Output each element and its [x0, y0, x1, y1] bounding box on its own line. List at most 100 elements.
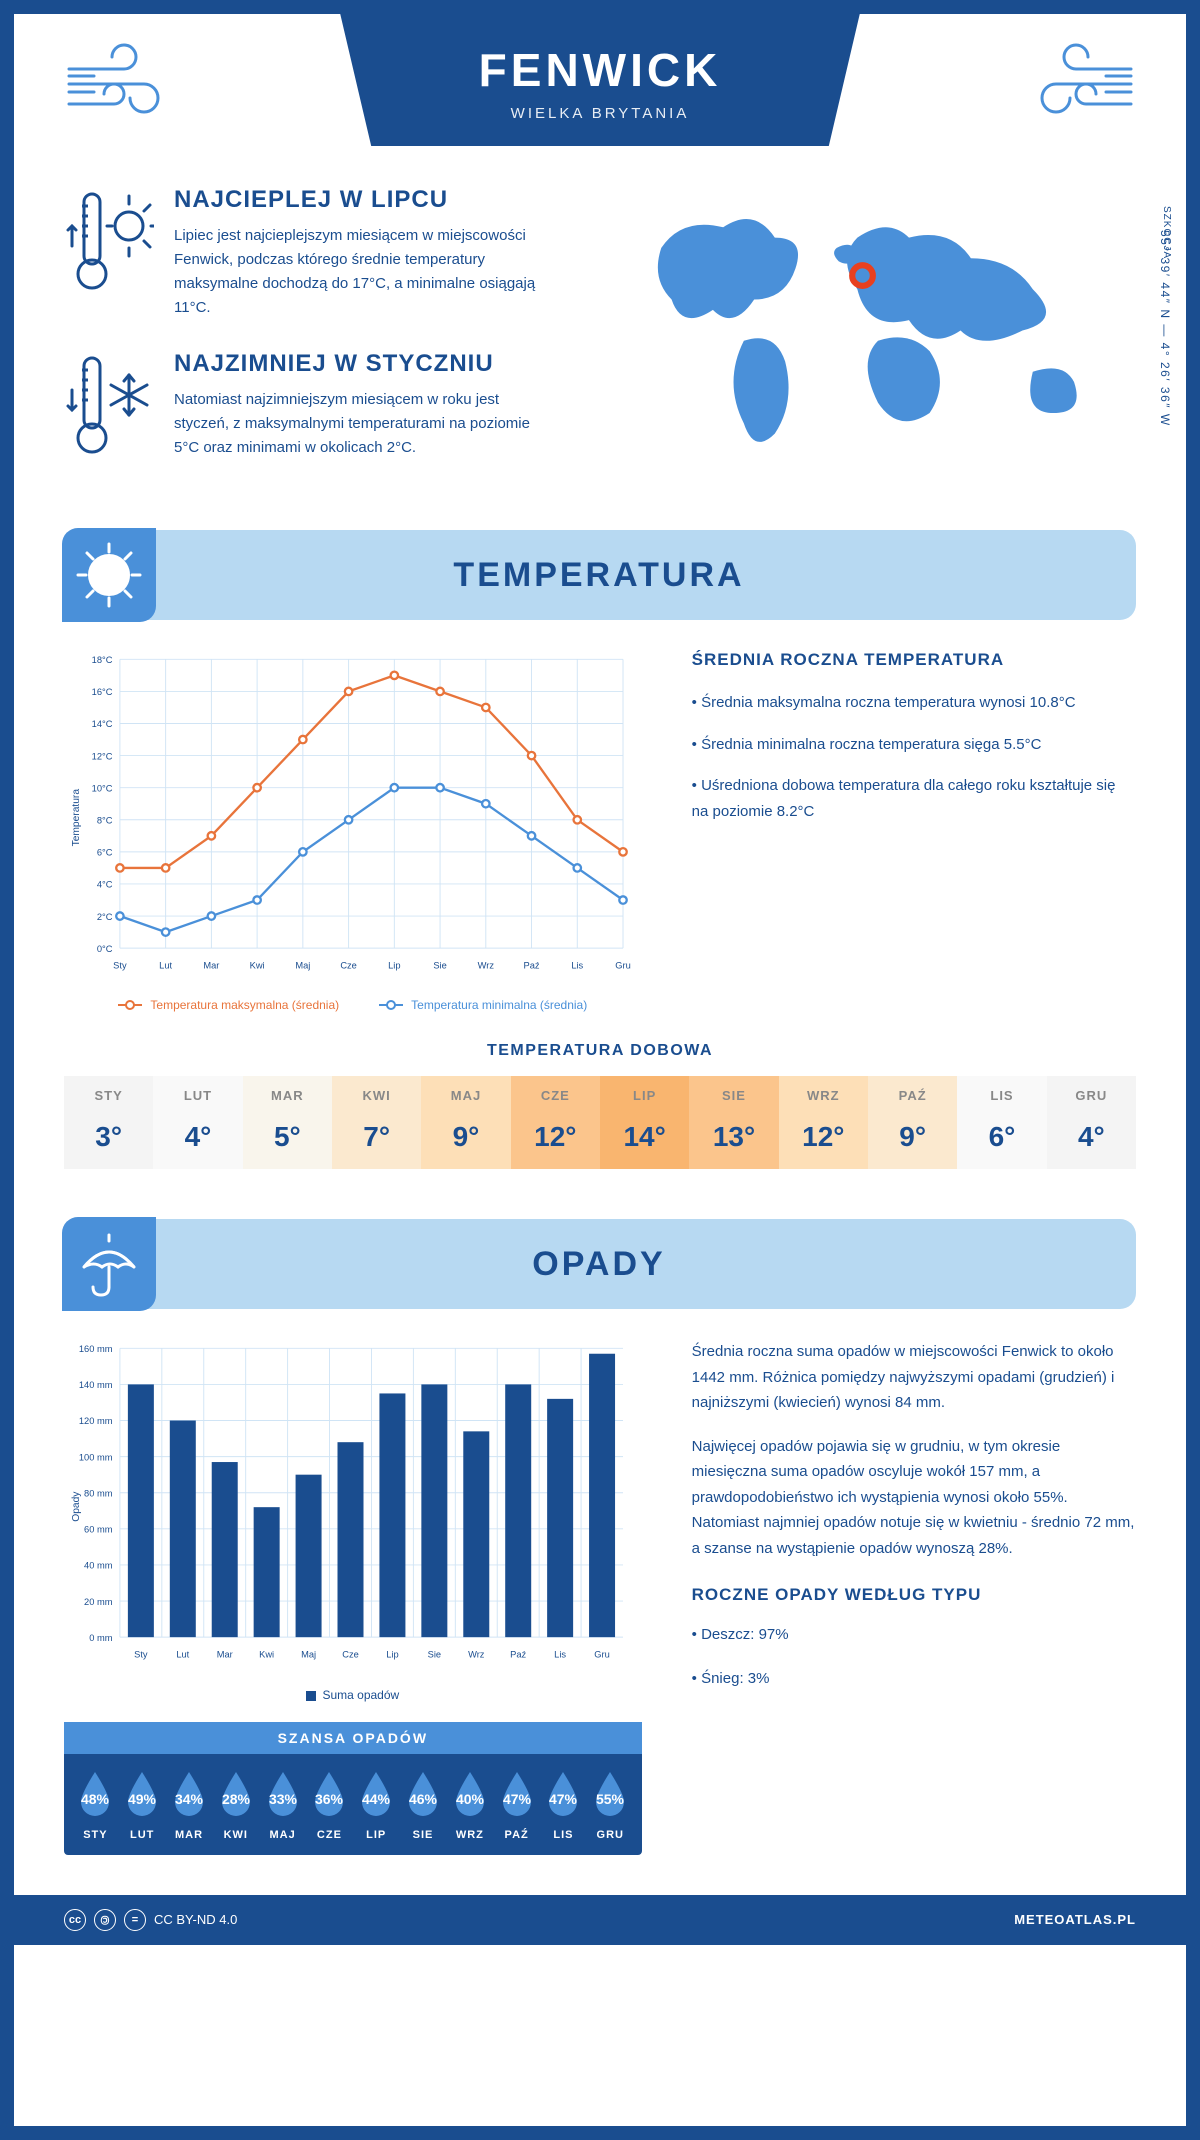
svg-text:160 mm: 160 mm: [79, 1344, 113, 1354]
by-icon: 🄯: [94, 1909, 116, 1931]
svg-text:46%: 46%: [409, 1791, 438, 1807]
daily-month: SIE: [693, 1088, 774, 1103]
daily-month: WRZ: [783, 1088, 864, 1103]
daily-month: MAR: [247, 1088, 328, 1103]
svg-text:34%: 34%: [175, 1791, 204, 1807]
precip-p1: Średnia roczna suma opadów w miejscowośc…: [692, 1339, 1136, 1416]
daily-month: PAŹ: [872, 1088, 953, 1103]
daily-cell: KWI7°: [332, 1076, 421, 1169]
legend-min: Temperatura minimalna (średnia): [379, 998, 587, 1012]
chance-drop: 46%SIE: [402, 1768, 445, 1841]
chance-drop: 55%GRU: [589, 1768, 632, 1841]
svg-text:Sie: Sie: [428, 1650, 441, 1660]
daily-cell: PAŹ 9°: [868, 1076, 957, 1169]
svg-text:18°C: 18°C: [92, 655, 113, 665]
temperature-chart: 0°C2°C4°C6°C8°C10°C12°C14°C16°C18°CStyLu…: [64, 650, 642, 1012]
cc-icon: cc: [64, 1909, 86, 1931]
title-banner: FENWICK WIELKA BRYTANIA: [340, 13, 860, 146]
temperature-line-chart: 0°C2°C4°C6°C8°C10°C12°C14°C16°C18°CStyLu…: [64, 650, 642, 985]
chance-of-precip-box: SZANSA OPADÓW 48%STY49%LUT34%MAR28%KWI33…: [64, 1722, 642, 1855]
svg-text:2°C: 2°C: [97, 912, 113, 922]
svg-text:28%: 28%: [222, 1791, 251, 1807]
page-title: FENWICK: [420, 43, 780, 97]
daily-value: 9°: [872, 1121, 953, 1153]
svg-text:Sie: Sie: [433, 961, 446, 971]
daily-cell: MAR5°: [243, 1076, 332, 1169]
temp-bullet: • Średnia maksymalna roczna temperatura …: [692, 690, 1136, 716]
precip-section-header: OPADY: [64, 1219, 1136, 1309]
chance-drop: 49%LUT: [121, 1768, 164, 1841]
hottest-text: Lipiec jest najcieplejszym miesiącem w m…: [174, 224, 554, 320]
thermometer-cold-icon: [64, 350, 154, 460]
daily-month: CZE: [515, 1088, 596, 1103]
site-name: METEOATLAS.PL: [1014, 1912, 1136, 1927]
svg-text:Cze: Cze: [340, 961, 357, 971]
precip-types-title: ROCZNE OPADY WEDŁUG TYPU: [692, 1581, 1136, 1610]
footer: cc 🄯 = CC BY-ND 4.0 METEOATLAS.PL: [14, 1895, 1186, 1945]
thermometer-hot-icon: [64, 186, 154, 296]
daily-cell: LUT4°: [153, 1076, 242, 1169]
precip-body: 0 mm20 mm40 mm60 mm80 mm100 mm120 mm140 …: [64, 1339, 1136, 1854]
svg-text:47%: 47%: [503, 1791, 532, 1807]
daily-cell: STY3°: [64, 1076, 153, 1169]
chance-drop: 44%LIP: [355, 1768, 398, 1841]
hottest-block: NAJCIEPLEJ W LIPCU Lipiec jest najcieple…: [64, 186, 580, 320]
coldest-block: NAJZIMNIEJ W STYCZNIU Natomiast najzimni…: [64, 350, 580, 460]
hottest-title: NAJCIEPLEJ W LIPCU: [174, 186, 554, 214]
svg-text:16°C: 16°C: [92, 687, 113, 697]
daily-cell: LIP14°: [600, 1076, 689, 1169]
svg-text:Lip: Lip: [386, 1650, 398, 1660]
svg-text:10°C: 10°C: [92, 783, 113, 793]
coldest-text: Natomiast najzimniejszym miesiącem w rok…: [174, 388, 554, 460]
daily-value: 4°: [157, 1121, 238, 1153]
chance-drop: 28%KWI: [214, 1768, 257, 1841]
daily-cell: CZE12°: [511, 1076, 600, 1169]
intro-text-column: NAJCIEPLEJ W LIPCU Lipiec jest najcieple…: [64, 186, 580, 490]
svg-text:0 mm: 0 mm: [89, 1633, 112, 1643]
svg-text:Wrz: Wrz: [468, 1650, 485, 1660]
daily-value: 12°: [783, 1121, 864, 1153]
svg-text:100 mm: 100 mm: [79, 1453, 113, 1463]
svg-text:14°C: 14°C: [92, 719, 113, 729]
temperature-title: TEMPERATURA: [62, 556, 1136, 595]
daily-value: 4°: [1051, 1121, 1132, 1153]
chance-drop: 33%MAJ: [261, 1768, 304, 1841]
svg-text:0°C: 0°C: [97, 944, 113, 954]
svg-text:Kwi: Kwi: [259, 1650, 274, 1660]
temp-legend: Temperatura maksymalna (średnia) Tempera…: [64, 998, 642, 1012]
temp-summary-title: ŚREDNIA ROCZNA TEMPERATURA: [692, 650, 1136, 670]
world-map-svg: [620, 186, 1136, 475]
svg-text:44%: 44%: [362, 1791, 391, 1807]
svg-text:Opady: Opady: [71, 1491, 82, 1522]
license-text: CC BY-ND 4.0: [154, 1912, 237, 1927]
precip-legend: Suma opadów: [64, 1688, 642, 1702]
daily-temp-title: TEMPERATURA DOBOWA: [64, 1042, 1136, 1060]
precip-legend-label: Suma opadów: [322, 1688, 399, 1702]
legend-max: Temperatura maksymalna (średnia): [118, 998, 339, 1012]
coordinates: 55° 39′ 44″ N — 4° 26′ 36″ W: [1158, 230, 1172, 427]
legend-min-label: Temperatura minimalna (średnia): [411, 998, 587, 1012]
svg-text:12°C: 12°C: [92, 751, 113, 761]
svg-text:Gru: Gru: [615, 961, 631, 971]
chance-drop: 40%WRZ: [448, 1768, 491, 1841]
precip-type-bullet: • Deszcz: 97%: [692, 1622, 1136, 1648]
svg-text:40%: 40%: [456, 1791, 485, 1807]
legend-max-label: Temperatura maksymalna (średnia): [150, 998, 339, 1012]
precip-title: OPADY: [62, 1245, 1136, 1284]
svg-text:Lis: Lis: [571, 961, 583, 971]
daily-value: 6°: [961, 1121, 1042, 1153]
page-subtitle: WIELKA BRYTANIA: [420, 105, 780, 122]
precip-p2: Najwięcej opadów pojawia się w grudniu, …: [692, 1434, 1136, 1562]
svg-text:36%: 36%: [315, 1791, 344, 1807]
temperature-section-header: TEMPERATURA: [64, 530, 1136, 620]
precip-left-column: 0 mm20 mm40 mm60 mm80 mm100 mm120 mm140 …: [64, 1339, 642, 1854]
daily-value: 13°: [693, 1121, 774, 1153]
chance-drop: 34%MAR: [168, 1768, 211, 1841]
daily-value: 7°: [336, 1121, 417, 1153]
temperature-body: 0°C2°C4°C6°C8°C10°C12°C14°C16°C18°CStyLu…: [64, 650, 1136, 1012]
svg-text:48%: 48%: [81, 1791, 110, 1807]
svg-text:Lut: Lut: [176, 1650, 189, 1660]
chance-drop: 36%CZE: [308, 1768, 351, 1841]
svg-text:120 mm: 120 mm: [79, 1417, 113, 1427]
precip-type-bullet: • Śnieg: 3%: [692, 1666, 1136, 1692]
